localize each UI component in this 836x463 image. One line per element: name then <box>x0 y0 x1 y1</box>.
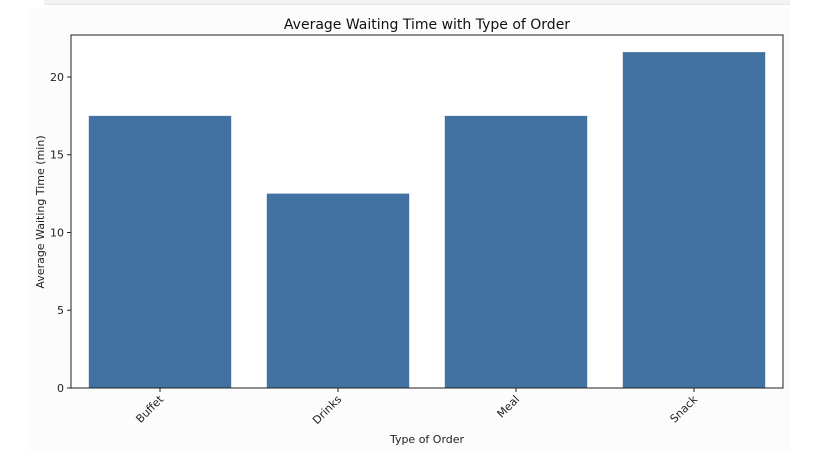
y-axis-label: Average Waiting Time (min) <box>34 135 47 288</box>
previous-cell-edge <box>44 0 790 5</box>
x-tick-label: Drinks <box>310 393 344 427</box>
chart-title: Average Waiting Time with Type of Order <box>284 17 570 33</box>
x-tick-label: Meal <box>494 393 522 421</box>
bar-snack <box>622 52 766 389</box>
y-axis-ticks: 0 5 10 15 20 <box>50 71 71 395</box>
y-tick-label: 10 <box>50 226 64 239</box>
y-tick-label: 5 <box>57 304 64 317</box>
bar-buffet <box>88 115 232 388</box>
x-tick-label: Buffet <box>133 392 166 425</box>
x-tick-label: Snack <box>668 392 701 425</box>
x-axis-ticks: Buffet Drinks Meal Snack <box>133 388 701 427</box>
bar-drinks <box>266 193 410 388</box>
y-tick-label: 0 <box>57 382 64 395</box>
plot-frame <box>70 34 784 389</box>
y-tick-label: 15 <box>50 149 64 162</box>
x-axis-label: Type of Order <box>389 433 465 446</box>
y-tick-label: 20 <box>50 71 64 84</box>
bar-meal <box>444 115 588 388</box>
bars-group <box>88 52 766 389</box>
